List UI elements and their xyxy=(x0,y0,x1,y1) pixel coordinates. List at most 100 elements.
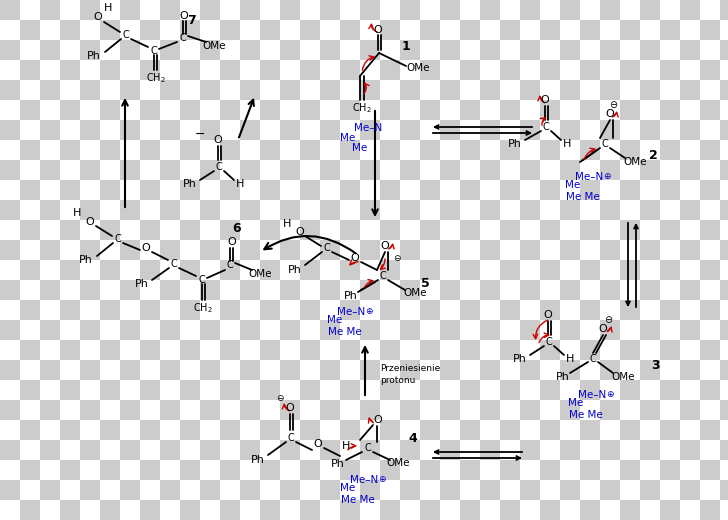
Bar xyxy=(160,60,180,80)
Text: C: C xyxy=(226,260,234,270)
Bar xyxy=(80,500,100,520)
Bar xyxy=(340,100,360,120)
Bar xyxy=(20,100,40,120)
Bar xyxy=(340,60,360,80)
Bar xyxy=(680,380,700,400)
Bar xyxy=(140,440,160,460)
Bar xyxy=(680,360,700,380)
Bar xyxy=(480,60,500,80)
Bar xyxy=(120,180,140,200)
Bar xyxy=(400,300,420,320)
Bar xyxy=(440,220,460,240)
Bar xyxy=(720,340,728,360)
Bar xyxy=(460,60,480,80)
Bar xyxy=(240,80,260,100)
Bar xyxy=(440,200,460,220)
Bar xyxy=(420,280,440,300)
Bar xyxy=(360,500,380,520)
Text: OMe: OMe xyxy=(202,41,226,51)
Bar xyxy=(540,200,560,220)
Bar xyxy=(340,180,360,200)
Bar xyxy=(540,400,560,420)
Bar xyxy=(660,100,680,120)
Bar xyxy=(680,460,700,480)
Text: O: O xyxy=(213,135,222,145)
Bar xyxy=(360,100,380,120)
Bar xyxy=(280,440,300,460)
Bar xyxy=(620,0,640,20)
Bar xyxy=(600,20,620,40)
Bar xyxy=(40,120,60,140)
Bar xyxy=(240,140,260,160)
Bar xyxy=(80,80,100,100)
Bar xyxy=(120,480,140,500)
Bar xyxy=(400,340,420,360)
Bar xyxy=(200,40,220,60)
Bar xyxy=(40,440,60,460)
Bar xyxy=(600,320,620,340)
Bar xyxy=(160,120,180,140)
Bar xyxy=(500,60,520,80)
Bar xyxy=(360,60,380,80)
Bar xyxy=(20,260,40,280)
Bar xyxy=(60,400,80,420)
Bar xyxy=(100,180,120,200)
Bar xyxy=(20,80,40,100)
Bar xyxy=(700,440,720,460)
Bar xyxy=(600,220,620,240)
Bar xyxy=(280,160,300,180)
Bar xyxy=(300,80,320,100)
Text: OMe: OMe xyxy=(406,63,430,73)
Bar xyxy=(620,500,640,520)
Bar xyxy=(100,80,120,100)
Bar xyxy=(160,320,180,340)
Bar xyxy=(360,220,380,240)
Bar xyxy=(280,20,300,40)
Bar xyxy=(460,400,480,420)
Bar xyxy=(200,320,220,340)
Bar xyxy=(380,420,400,440)
Bar xyxy=(180,420,200,440)
Bar xyxy=(460,80,480,100)
Bar xyxy=(660,500,680,520)
Bar xyxy=(720,100,728,120)
Bar xyxy=(140,180,160,200)
Bar xyxy=(340,360,360,380)
Bar xyxy=(360,160,380,180)
Bar xyxy=(520,40,540,60)
Bar xyxy=(240,180,260,200)
Bar xyxy=(380,440,400,460)
Bar xyxy=(580,160,600,180)
Bar xyxy=(140,480,160,500)
Bar xyxy=(220,120,240,140)
Bar xyxy=(480,280,500,300)
Bar xyxy=(460,200,480,220)
Bar xyxy=(560,460,580,480)
Bar xyxy=(340,480,360,500)
Bar xyxy=(400,120,420,140)
Bar xyxy=(240,420,260,440)
Bar xyxy=(720,320,728,340)
Bar xyxy=(120,140,140,160)
Text: O: O xyxy=(180,11,189,21)
Text: 6: 6 xyxy=(233,222,241,235)
Bar xyxy=(180,380,200,400)
Bar xyxy=(440,260,460,280)
Bar xyxy=(380,220,400,240)
Bar xyxy=(220,40,240,60)
Bar xyxy=(360,480,380,500)
Bar xyxy=(380,380,400,400)
Bar xyxy=(60,0,80,20)
Text: OMe: OMe xyxy=(623,157,646,167)
Bar xyxy=(680,160,700,180)
Bar xyxy=(280,180,300,200)
Bar xyxy=(60,460,80,480)
Bar xyxy=(160,440,180,460)
Bar xyxy=(560,440,580,460)
Bar xyxy=(100,200,120,220)
Bar xyxy=(120,300,140,320)
Bar xyxy=(100,140,120,160)
Bar xyxy=(0,380,20,400)
Bar xyxy=(180,200,200,220)
Bar xyxy=(520,200,540,220)
